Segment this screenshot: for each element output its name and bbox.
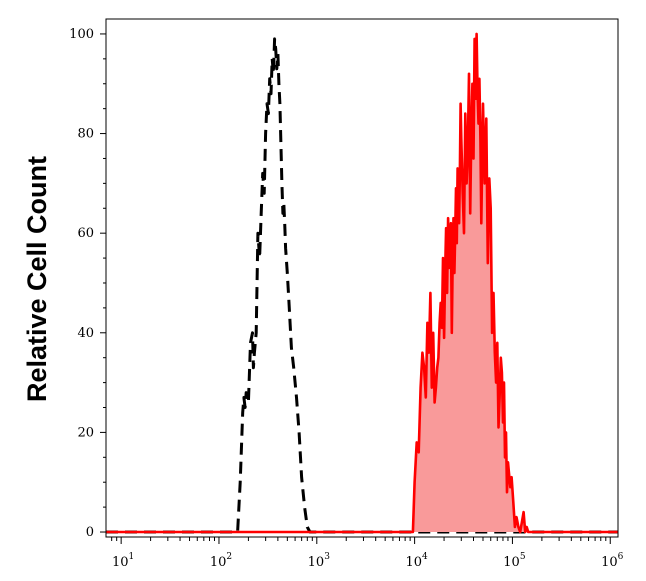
y-tick-label: 20 (77, 425, 94, 440)
y-tick-label: 100 (69, 27, 94, 42)
series-1-fill (106, 33, 618, 533)
y-axis-label: Relative Cell Count (22, 156, 52, 402)
y-tick-label: 80 (77, 127, 94, 142)
tick-layer: 101 102 103 104 105 106 0 20 40 60 80 100 (69, 27, 623, 570)
x-tick-label: 106 (601, 552, 624, 570)
y-tick-label: 40 (77, 326, 94, 341)
x-tick-label: 103 (308, 552, 331, 570)
x-tick-label: 101 (112, 552, 134, 570)
x-tick-label: 104 (405, 552, 428, 570)
plot-frame (105, 18, 619, 538)
series-layer (106, 32, 618, 534)
x-tick-label: 102 (210, 552, 232, 570)
series-0-line (106, 37, 618, 534)
series-1-line (106, 32, 618, 534)
y-tick-label: 0 (86, 525, 94, 540)
x-tick-label: 105 (503, 552, 526, 570)
y-tick-label: 60 (77, 226, 94, 241)
